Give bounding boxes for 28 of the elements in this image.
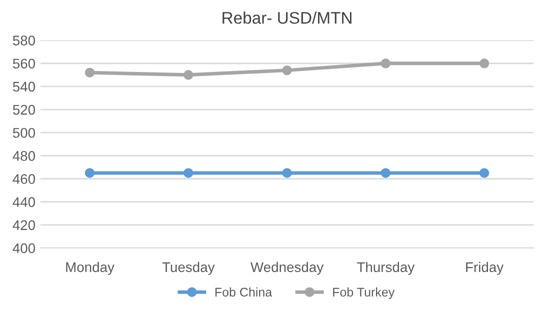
point <box>84 68 95 78</box>
chart-title: Rebar- USD/MTN <box>222 12 352 24</box>
point <box>84 168 95 178</box>
y-tick-label: 520 <box>12 104 36 115</box>
y-tick-label: 500 <box>12 128 36 138</box>
y-tick-label: 540 <box>12 82 36 92</box>
y-tick-label: 560 <box>12 58 36 69</box>
point <box>282 65 292 76</box>
point <box>479 168 490 178</box>
point <box>184 168 194 178</box>
x-tick-label: Thursday <box>357 262 415 275</box>
y-tick-label: 420 <box>12 220 36 230</box>
point <box>282 168 292 178</box>
y-tick-label: 480 <box>12 151 36 161</box>
y-tick-label: 460 <box>12 174 36 184</box>
point <box>184 70 194 80</box>
x-tick-label: Wednesday <box>250 262 324 275</box>
y-tick-label: 440 <box>12 197 36 208</box>
x-tick-label: Friday <box>466 262 504 275</box>
y-tick-label: 400 <box>12 243 36 254</box>
x-tick-label: Tuesday <box>162 262 215 275</box>
point <box>380 168 391 178</box>
point <box>479 58 490 68</box>
y-tick-label: 580 <box>12 36 36 46</box>
legend-label: Fob Turkey <box>333 287 395 300</box>
point <box>380 58 391 68</box>
legend-label: Fob China <box>215 287 272 297</box>
x-tick-label: Monday <box>66 262 114 275</box>
